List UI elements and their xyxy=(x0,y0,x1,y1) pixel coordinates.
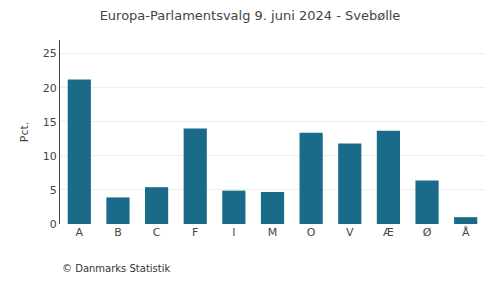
svg-text:A: A xyxy=(76,226,84,239)
svg-text:I: I xyxy=(232,226,235,239)
svg-text:25: 25 xyxy=(43,47,57,60)
svg-text:C: C xyxy=(153,226,161,239)
svg-text:Ø: Ø xyxy=(423,226,432,239)
svg-text:F: F xyxy=(192,226,198,239)
svg-text:10: 10 xyxy=(43,150,57,163)
svg-text:0: 0 xyxy=(50,218,57,231)
svg-text:5: 5 xyxy=(50,184,57,197)
svg-text:20: 20 xyxy=(43,82,57,95)
svg-text:15: 15 xyxy=(43,116,57,129)
svg-text:V: V xyxy=(346,226,354,239)
svg-text:Pct.: Pct. xyxy=(18,122,31,143)
svg-text:Å: Å xyxy=(462,226,470,239)
svg-text:M: M xyxy=(268,226,278,239)
svg-text:© Danmarks Statistik: © Danmarks Statistik xyxy=(62,263,171,274)
svg-text:O: O xyxy=(307,226,316,239)
svg-text:Europa-Parlamentsvalg 9. juni: Europa-Parlamentsvalg 9. juni 2024 - Sve… xyxy=(100,8,401,23)
svg-text:Æ: Æ xyxy=(383,226,394,239)
svg-text:B: B xyxy=(114,226,122,239)
